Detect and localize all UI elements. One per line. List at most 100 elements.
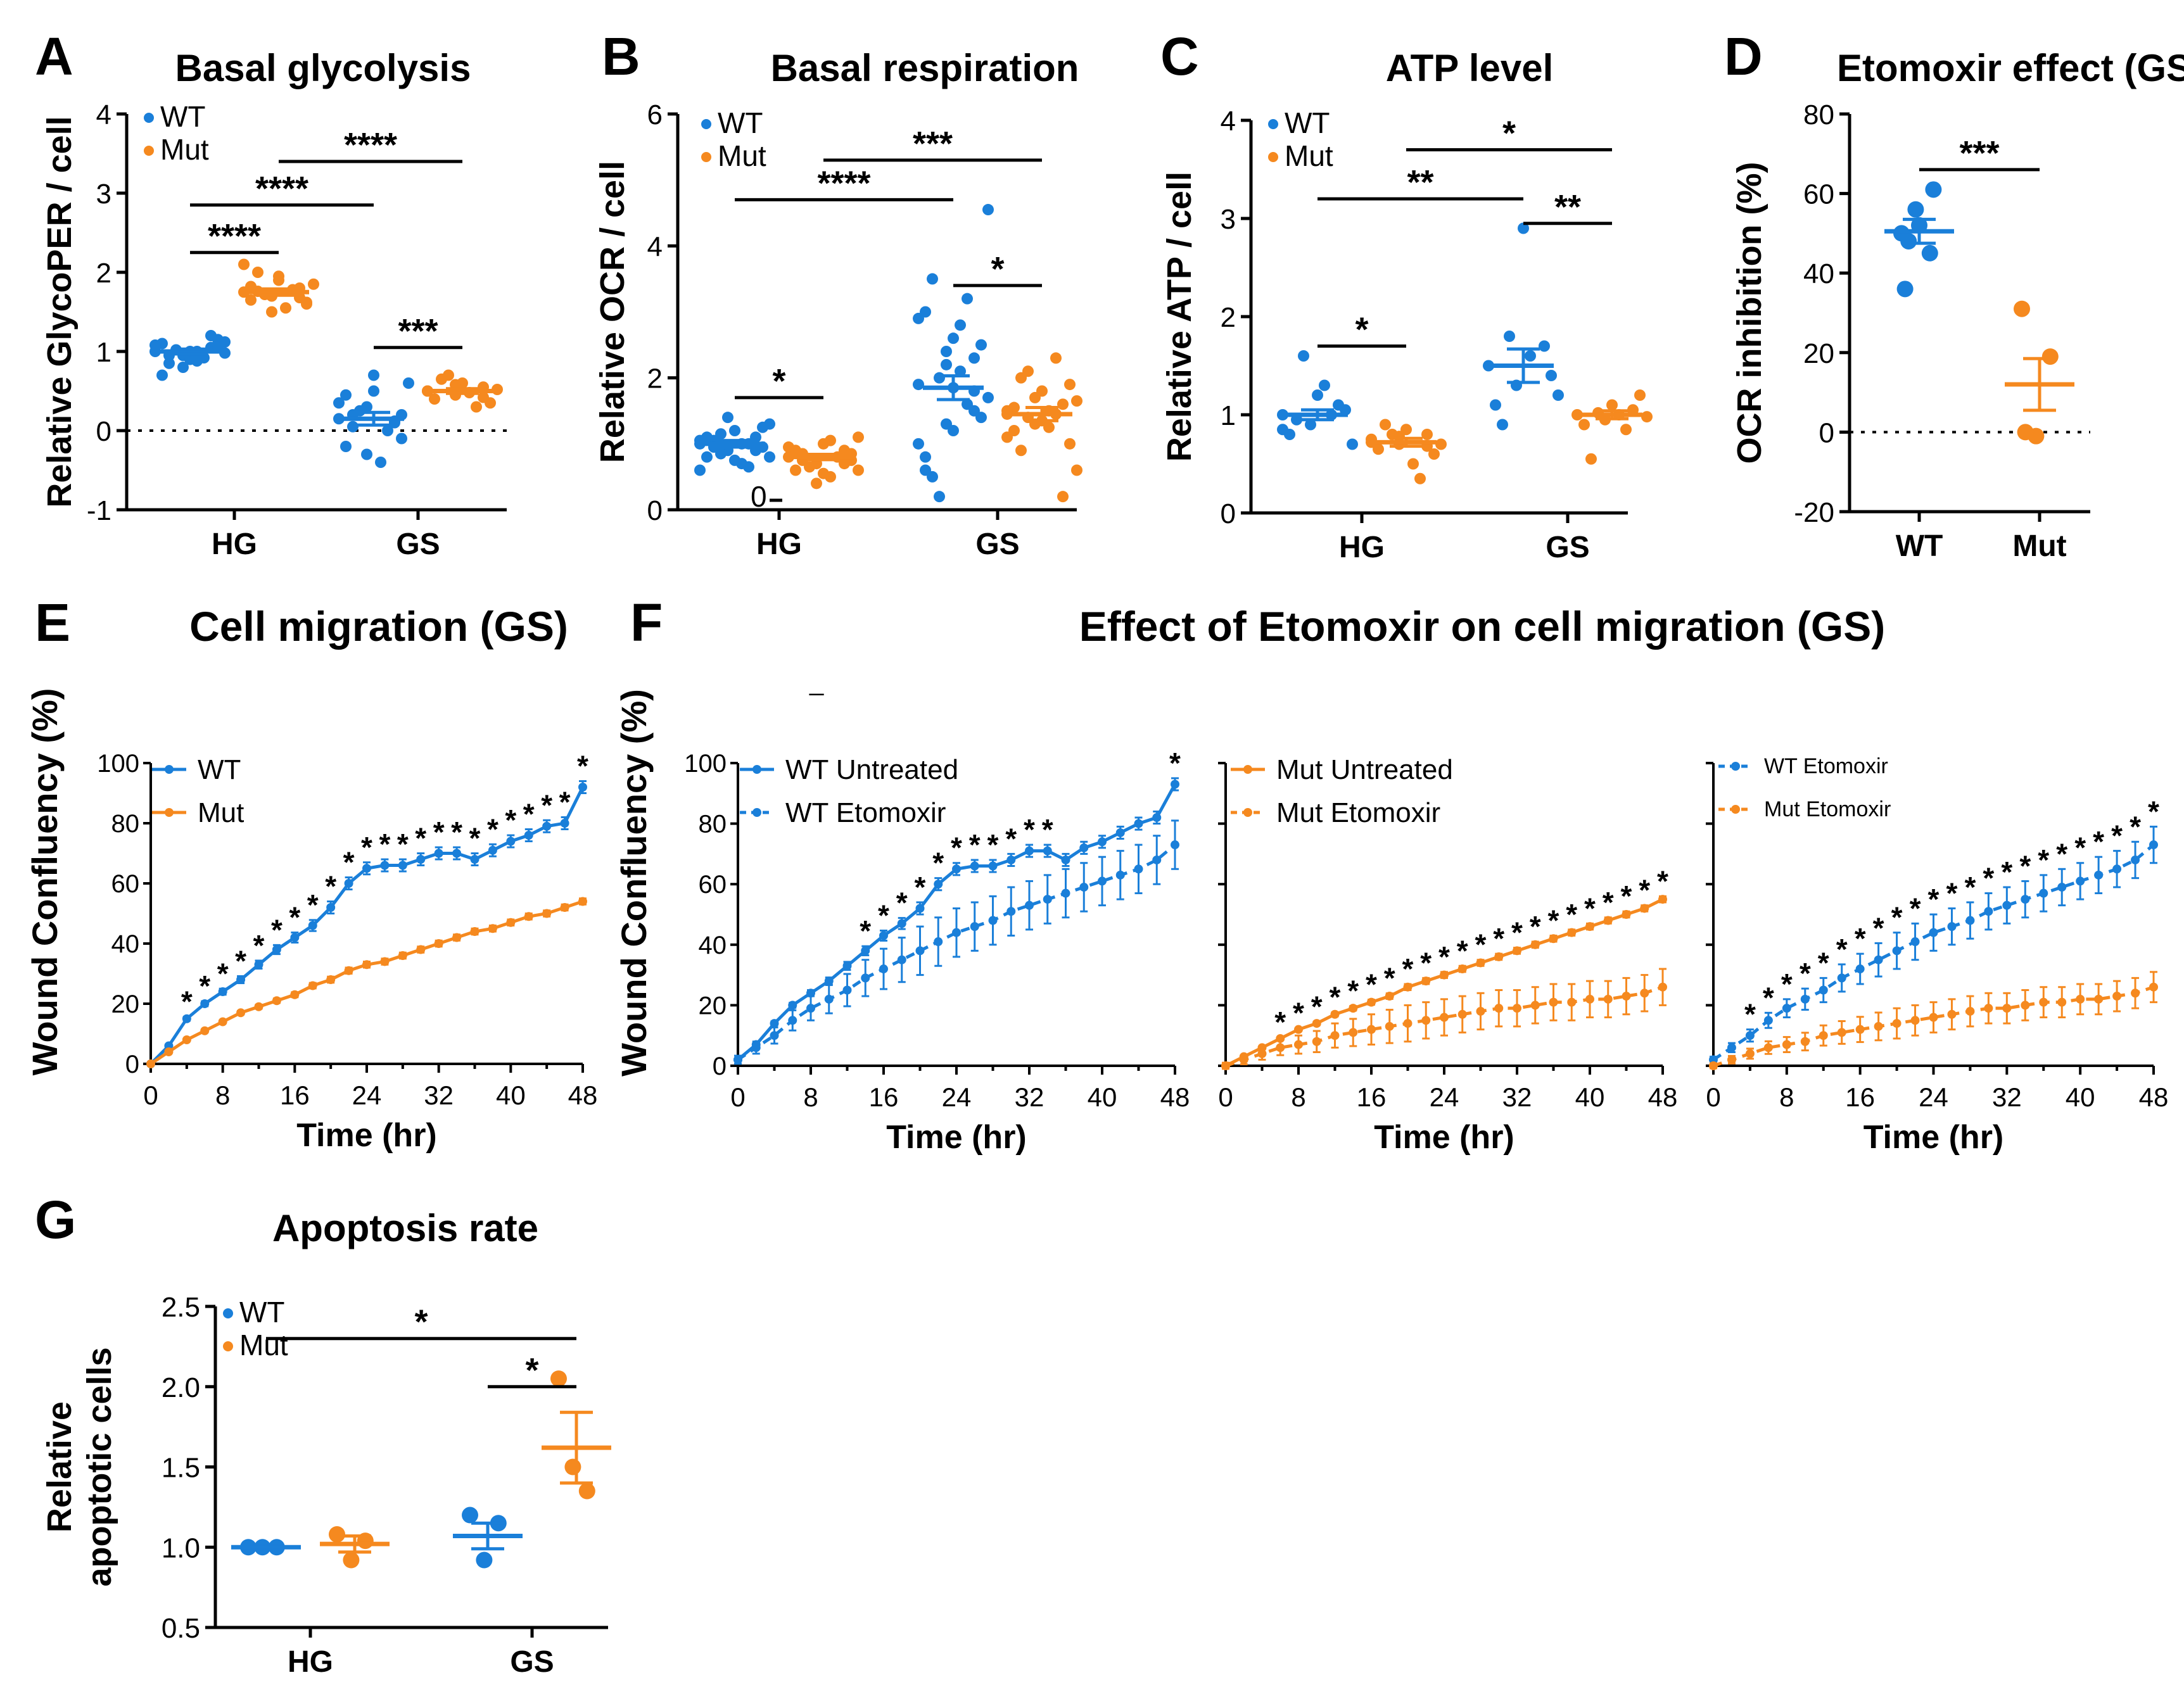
chart-G-point-wt <box>476 1551 493 1569</box>
chart-B-point-mut <box>1050 352 1062 364</box>
chart-C-legend-dot-wt <box>1268 119 1278 129</box>
chart-F2-xtick-label: 48 <box>1648 1082 1678 1112</box>
chart-F2-point <box>1658 982 1667 992</box>
chart-E-point <box>506 918 516 927</box>
chart-F1-point <box>770 1019 779 1028</box>
chart-F1-point <box>952 928 961 937</box>
chart-A-legend-dot-mut <box>144 146 154 156</box>
chart-E-ytick-label: 40 <box>111 930 140 958</box>
chart-A-legend-wt: WT <box>160 100 206 133</box>
chart-F2-point <box>1476 958 1485 968</box>
chart-F3-star: * <box>1800 957 1811 990</box>
chart-F2-point <box>1221 1061 1230 1070</box>
chart-E-point <box>488 845 497 855</box>
chart-B-legend-dot-wt <box>701 119 711 129</box>
chart-A-point-wt <box>368 369 379 381</box>
chart-F3-point <box>1837 1028 1846 1037</box>
chart-F3-star: * <box>1855 922 1866 955</box>
chart-C-legend-wt: WT <box>1285 106 1330 139</box>
chart-F3-point <box>1984 907 1993 916</box>
chart-F3-point <box>1874 1021 1883 1031</box>
chart-F2-star: * <box>1330 981 1341 1014</box>
chart-F1-xtick-label: 0 <box>730 1082 745 1112</box>
chart-B-point-wt <box>722 412 733 424</box>
chart-F3-legend-label-1: Mut Etomoxir <box>1764 797 1891 821</box>
chart-A-xtick-label: GS <box>396 528 440 561</box>
chart-F2-xlabel: Time (hr) <box>1374 1119 1514 1156</box>
chart-E-point <box>290 990 300 999</box>
chart-F3-xtick-label: 0 <box>1706 1082 1720 1112</box>
chart-C-ytick-label: 3 <box>1221 204 1236 235</box>
chart-G-legend-dot-mut <box>223 1341 233 1351</box>
chart-C-point-wt <box>1490 399 1501 411</box>
chart-D-point-wt <box>1907 201 1924 218</box>
chart-C-point-mut <box>1421 429 1433 440</box>
chart-E-xtick-label: 0 <box>143 1080 158 1110</box>
chart-E-ytick-label: 0 <box>125 1051 139 1078</box>
chart-A-point-wt <box>382 425 393 436</box>
chart-B-point-mut <box>790 445 801 457</box>
chart-D-sig-label: *** <box>1959 134 1999 172</box>
chart-E-point <box>560 819 569 828</box>
chart-G-ytick-label: 1.5 <box>162 1453 200 1484</box>
chart-E-point <box>560 903 569 912</box>
chart-G-ytick-label: 0.5 <box>162 1613 200 1644</box>
chart-F2-point <box>1457 1009 1467 1019</box>
panel-letter-c: C <box>1160 27 1199 86</box>
chart-F2-point <box>1403 1019 1413 1028</box>
chart-C-sig-label: * <box>1355 311 1368 349</box>
chart-C-ytick-label: 0 <box>1221 498 1236 529</box>
chart-A-point-mut <box>471 401 482 413</box>
chart-C-point-wt <box>1319 379 1330 391</box>
chart-F1-ylabel: Wound Confluency (%) <box>614 689 654 1077</box>
chart-E-legend-label-0: WT <box>198 754 241 785</box>
chart-E-legend-dot-1 <box>165 808 174 817</box>
chart-B-point-wt <box>982 204 994 216</box>
chart-F1-xtick-label: 32 <box>1015 1082 1044 1112</box>
chart-E-point <box>344 966 353 975</box>
chart-F1-point <box>988 916 998 925</box>
chart-F1-point <box>1152 855 1162 864</box>
chart-F2-point <box>1349 1004 1358 1013</box>
chart-C-point-mut <box>1380 419 1391 431</box>
chart-A-point-wt <box>368 385 379 397</box>
chart-F2-star: * <box>1657 864 1668 897</box>
chart-F2-point <box>1640 989 1649 998</box>
chart-B-point-wt <box>701 451 713 463</box>
chart-E-star: * <box>253 929 265 962</box>
chart-F2-point <box>1403 982 1413 992</box>
chart-F2-series-line-0 <box>1224 897 1664 1068</box>
chart-F1-legend-dot-1 <box>752 808 761 817</box>
chart-A-point-wt <box>375 457 386 468</box>
chart-E-point <box>200 999 210 1008</box>
chart-C-point-mut <box>1428 448 1440 460</box>
chart-F2-xtick-label: 16 <box>1357 1082 1387 1112</box>
chart-F2-point <box>1421 1016 1431 1025</box>
chart-B-point-mut <box>1015 445 1027 457</box>
chart-F2-point <box>1530 1001 1540 1010</box>
chart-F1-star: * <box>1042 813 1053 846</box>
chart-B-sig-label: * <box>772 362 785 400</box>
chart-F2-star: * <box>1493 922 1504 955</box>
chart-B-point-mut <box>825 434 836 446</box>
chart-F1-star: * <box>1005 822 1017 855</box>
chart-F1-point <box>1134 819 1143 828</box>
chart-F3-point <box>2039 997 2048 1007</box>
chart-C-sig-label: * <box>1502 115 1516 153</box>
chart-F1-star: * <box>1169 747 1181 780</box>
chart-E-ytick-label: 80 <box>111 810 140 838</box>
chart-F2-star: * <box>1438 940 1450 973</box>
chart-F2-point <box>1385 992 1394 1001</box>
chart-D-ytick-label: 40 <box>1803 258 1834 289</box>
chart-F3-star: * <box>2148 795 2159 828</box>
chart-F3-star: * <box>1964 871 1976 904</box>
chart-F2-point <box>1640 904 1649 913</box>
chart-F2-point <box>1513 946 1521 956</box>
chart-B-point-wt <box>750 445 761 457</box>
chart-E-ylabel: Wound Confluency (%) <box>25 688 65 1076</box>
chart-A-ytick-label: 3 <box>96 179 111 210</box>
chart-A-ytick-label: 4 <box>96 99 111 130</box>
chart-D-point-wt <box>1925 181 1942 198</box>
chart-A-point-mut <box>422 385 433 397</box>
chart-F2-point <box>1294 1040 1303 1049</box>
